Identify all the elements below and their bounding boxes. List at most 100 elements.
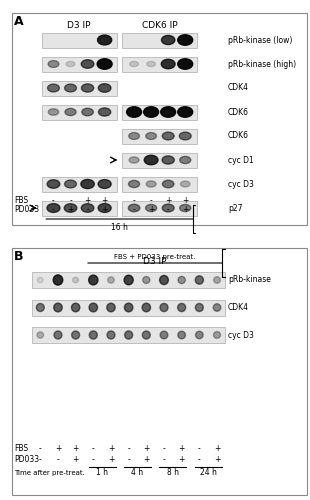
Text: +: + [55, 444, 61, 453]
Ellipse shape [179, 132, 191, 140]
Text: +: + [179, 456, 185, 464]
FancyBboxPatch shape [32, 327, 225, 343]
Ellipse shape [89, 303, 98, 312]
Ellipse shape [142, 303, 151, 312]
Text: +: + [214, 444, 220, 453]
Ellipse shape [47, 180, 60, 188]
Ellipse shape [178, 331, 185, 339]
Ellipse shape [162, 156, 174, 164]
FancyBboxPatch shape [42, 80, 117, 96]
Ellipse shape [98, 84, 111, 92]
Ellipse shape [147, 62, 156, 66]
Ellipse shape [178, 59, 193, 69]
Ellipse shape [48, 60, 59, 68]
Text: -: - [52, 196, 55, 205]
Text: PD033: PD033 [14, 456, 39, 464]
Text: D3 IP: D3 IP [67, 22, 91, 30]
Ellipse shape [108, 277, 114, 283]
FancyBboxPatch shape [122, 176, 197, 192]
Ellipse shape [107, 303, 115, 312]
Ellipse shape [71, 303, 80, 312]
Text: pRb-kinase: pRb-kinase [228, 276, 271, 284]
Text: -: - [167, 206, 170, 214]
Text: +: + [165, 196, 171, 205]
Text: 1 h: 1 h [96, 468, 108, 477]
Ellipse shape [37, 332, 44, 338]
Text: -: - [92, 456, 95, 464]
Text: -: - [92, 444, 95, 453]
Ellipse shape [195, 304, 203, 312]
Ellipse shape [54, 331, 62, 339]
Ellipse shape [214, 276, 220, 283]
Text: -: - [57, 456, 59, 464]
Text: +: + [73, 444, 79, 453]
FancyBboxPatch shape [122, 128, 197, 144]
Text: +: + [101, 206, 108, 214]
Text: +: + [84, 196, 91, 205]
Ellipse shape [144, 155, 158, 165]
Text: -: - [133, 196, 135, 205]
Text: CDK4: CDK4 [228, 303, 249, 312]
Ellipse shape [180, 181, 190, 187]
Ellipse shape [53, 275, 63, 285]
Text: 4 h: 4 h [131, 468, 144, 477]
Ellipse shape [97, 59, 112, 69]
Ellipse shape [146, 204, 157, 212]
Text: Time after pre-treat.: Time after pre-treat. [14, 470, 85, 476]
Ellipse shape [54, 303, 62, 312]
Text: -: - [39, 456, 42, 464]
Ellipse shape [162, 204, 174, 212]
Text: +: + [143, 444, 149, 453]
Ellipse shape [142, 331, 150, 339]
Ellipse shape [64, 84, 77, 92]
Ellipse shape [213, 304, 221, 312]
Ellipse shape [162, 180, 174, 188]
Ellipse shape [81, 180, 94, 188]
Text: -: - [198, 456, 201, 464]
FancyBboxPatch shape [42, 56, 117, 72]
Ellipse shape [81, 60, 94, 68]
FancyBboxPatch shape [122, 152, 197, 168]
Text: CDK4: CDK4 [228, 84, 249, 92]
Ellipse shape [143, 276, 150, 283]
Text: +: + [101, 196, 108, 205]
FancyBboxPatch shape [42, 176, 117, 192]
Text: cyc D3: cyc D3 [228, 180, 254, 188]
Ellipse shape [47, 204, 60, 212]
Ellipse shape [65, 108, 76, 116]
Ellipse shape [162, 132, 174, 140]
Ellipse shape [82, 108, 93, 116]
FancyBboxPatch shape [122, 200, 197, 216]
FancyBboxPatch shape [32, 272, 225, 288]
Ellipse shape [66, 62, 75, 66]
Ellipse shape [146, 181, 156, 187]
Ellipse shape [89, 275, 98, 285]
Ellipse shape [89, 331, 97, 339]
Ellipse shape [195, 276, 203, 284]
FancyBboxPatch shape [42, 32, 117, 48]
Text: cyc D3: cyc D3 [228, 330, 254, 340]
Ellipse shape [180, 204, 191, 212]
Ellipse shape [178, 276, 185, 283]
Ellipse shape [98, 204, 111, 212]
Ellipse shape [196, 331, 203, 339]
Ellipse shape [124, 275, 133, 285]
Ellipse shape [47, 84, 60, 92]
Text: +: + [179, 444, 185, 453]
Text: -: - [127, 444, 130, 453]
Ellipse shape [160, 276, 168, 284]
Ellipse shape [161, 59, 175, 69]
Text: +: + [73, 456, 79, 464]
Text: -: - [69, 196, 72, 205]
Text: +: + [182, 206, 188, 214]
Ellipse shape [128, 204, 140, 212]
Text: CDK6 IP: CDK6 IP [142, 22, 177, 30]
Text: -: - [127, 456, 130, 464]
Text: -: - [150, 196, 153, 205]
Ellipse shape [144, 107, 159, 117]
Text: 8 h: 8 h [167, 468, 179, 477]
Text: +: + [148, 206, 154, 214]
Ellipse shape [178, 107, 193, 117]
FancyBboxPatch shape [12, 12, 307, 225]
Ellipse shape [124, 303, 133, 312]
